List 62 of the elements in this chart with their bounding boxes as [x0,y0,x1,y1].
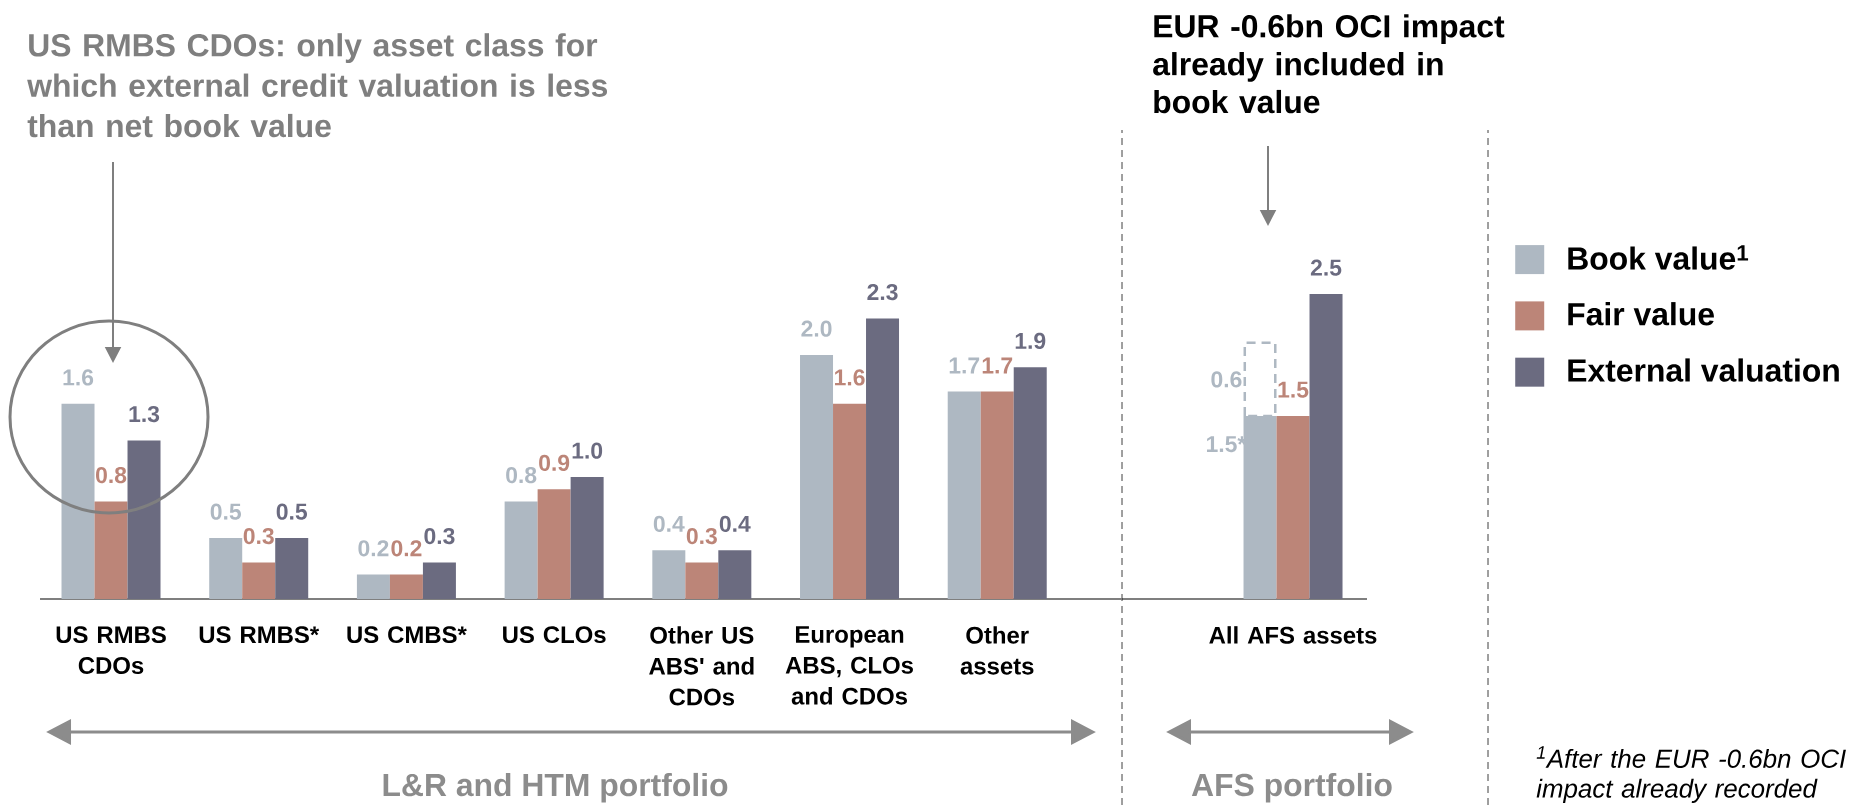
data-label: 0.4 [653,515,685,532]
legend-label: External valuation [1568,358,1839,382]
data-label: 0.5 [210,503,242,520]
text: AFS portfolio [1191,772,1392,803]
data-label: 1.6 [835,369,865,386]
x-tick-label: US CMBS* [347,626,467,644]
data-label: 1.0 [572,442,603,459]
data-label: 2.5 [1310,259,1342,276]
data-label: 1.7 [949,357,980,374]
data-label: 1.5 [1278,381,1309,398]
x-tick-label: European ABS, CLOs and CDOs [785,626,913,705]
x-tick-label: US CLOs [503,626,606,644]
data-label: 0.3 [686,527,717,545]
data-label: 0.8 [506,466,537,484]
bar [504,501,538,599]
data-label: 1.7 [982,357,1013,374]
bar [652,550,686,599]
bar [537,489,571,599]
text: EUR -0.6bn OCI impact already included in book value [1153,14,1505,114]
bar [389,574,423,599]
bar [800,354,834,599]
bar [833,403,867,599]
data-label: 0.8 [96,466,127,484]
x-tick-label: All AFS assets [1209,626,1377,644]
data-label: 2.0 [801,320,832,337]
data-label: 0.6 [1211,371,1242,388]
data-label: 1.9 [1015,332,1046,349]
data-label: 0.4 [719,515,751,532]
data-label: 0.2 [391,540,422,557]
text: L&R and HTM portfolio [383,772,728,803]
x-tick-label: Other assets [960,626,1034,675]
bar [242,562,276,599]
data-label: 0.5 [276,503,308,520]
x-tick-label: Other US ABS' and CDOs [649,626,754,706]
data-label: 1.6 [63,369,94,386]
x-tick-label: US RMBS* [199,626,320,644]
bar [718,550,752,599]
data-label: 2.3 [867,283,898,301]
legend-label: Fair value [1568,302,1714,326]
data-label: 0.3 [243,527,274,545]
data-label: 0.9 [539,454,570,471]
data-label: 0.3 [424,527,455,545]
bar [866,318,900,599]
bar [685,562,719,599]
bar [980,391,1014,599]
data-label: 0.2 [358,540,389,557]
data-label: 1.3 [129,405,160,423]
bar [61,403,95,599]
bar [356,574,390,599]
bar [947,391,981,599]
bar [422,562,456,599]
bar [209,537,243,599]
bar [127,440,161,599]
bar [275,537,309,599]
bar [1013,367,1047,599]
x-tick-label: US RMBS CDOs [56,626,166,674]
data-label: 1.5* [1206,436,1247,453]
text: $^{1}$After the EUR -0.6bn OCI impact already recorded [1536,746,1846,803]
text: US RMBS CDOs: only asset class for which external credit valuation is less than net book value [27,33,608,138]
bar [94,501,128,599]
bar [570,476,604,599]
legend-label: Book value$^{1}$ [1568,245,1749,270]
